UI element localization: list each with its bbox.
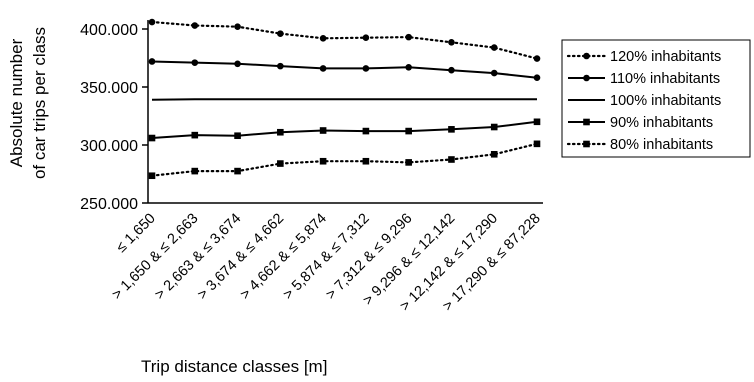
y-axis-title: Absolute number of car trips per class — [7, 27, 49, 179]
data-point — [405, 159, 412, 166]
legend-item: 100% inhabitants — [568, 93, 721, 109]
data-point — [533, 140, 541, 148]
series-layer — [148, 18, 541, 180]
legend-label: 80% inhabitants — [610, 137, 713, 153]
data-point — [277, 30, 284, 37]
x-axis-title: Trip distance classes [m] — [141, 357, 327, 376]
legend-item: 90% inhabitants — [568, 115, 713, 131]
y-axis-title-line-2: of car trips per class — [30, 27, 49, 179]
legend-label: 110% inhabitants — [610, 71, 720, 87]
legend-label: 100% inhabitants — [610, 93, 721, 109]
data-point — [277, 160, 284, 167]
data-point — [362, 127, 370, 135]
data-point — [405, 127, 412, 135]
series-1 — [148, 18, 541, 62]
legend-box — [561, 39, 751, 158]
y-tick-label: 300.000 — [80, 138, 138, 155]
data-point — [319, 157, 327, 165]
data-point — [319, 127, 327, 134]
data-point — [490, 69, 498, 77]
data-point — [490, 150, 498, 158]
legend-label: 90% inhabitants — [610, 115, 713, 131]
legend: 120% inhabitants 110% inhabitants 100% inh… — [561, 39, 751, 158]
series-5 — [148, 140, 541, 180]
data-point — [362, 157, 370, 165]
data-point — [533, 118, 541, 126]
y-tick-label: 250.000 — [80, 196, 138, 213]
data-point — [148, 18, 156, 26]
series-line — [150, 142, 539, 177]
legend-item: 110% inhabitants — [568, 71, 720, 87]
x-tick-labels: ≤ 1,650> 1,650 & ≤ 2,663> 2,663 & ≤ 3,67… — [109, 211, 544, 315]
data-point — [448, 126, 455, 133]
data-point — [191, 167, 199, 175]
data-point — [583, 52, 590, 60]
data-point — [234, 167, 241, 175]
series-line — [151, 60, 538, 79]
data-point — [448, 156, 455, 163]
data-point — [362, 65, 370, 72]
y-tick-labels: 250.000 300.000 350.000 400.000 — [80, 22, 148, 213]
data-point — [191, 131, 199, 139]
series-line — [151, 120, 538, 139]
data-point — [490, 44, 498, 51]
data-point — [533, 55, 541, 62]
data-point — [319, 34, 327, 42]
series-line — [150, 20, 539, 60]
legend-label: 120% inhabitants — [610, 49, 721, 65]
data-point — [191, 22, 199, 29]
data-point — [148, 58, 156, 65]
data-point — [234, 132, 241, 140]
y-axis-title-line-1: Absolute number — [7, 38, 26, 167]
legend-item: 80% inhabitants — [566, 137, 713, 153]
data-point — [583, 74, 590, 82]
data-point — [319, 65, 327, 72]
data-point — [583, 118, 590, 126]
data-point — [234, 60, 241, 68]
data-point — [362, 34, 370, 41]
data-point — [533, 74, 541, 82]
axes — [147, 20, 543, 204]
data-point — [191, 59, 199, 66]
data-point — [234, 23, 241, 30]
data-point — [277, 128, 284, 136]
data-point — [490, 123, 498, 131]
data-point — [148, 134, 156, 142]
data-point — [448, 66, 455, 74]
data-point — [405, 33, 412, 41]
data-point — [448, 39, 455, 46]
series-4 — [148, 118, 541, 142]
series-2 — [148, 58, 541, 82]
data-point — [405, 63, 412, 71]
data-point — [148, 172, 156, 180]
y-tick-label: 350.000 — [80, 80, 138, 97]
legend-item: 120% inhabitants — [566, 49, 721, 65]
data-point — [583, 140, 590, 148]
y-tick-label: 400.000 — [80, 22, 138, 39]
data-point — [277, 62, 284, 70]
series-3 — [151, 98, 537, 101]
series-line — [151, 98, 537, 101]
